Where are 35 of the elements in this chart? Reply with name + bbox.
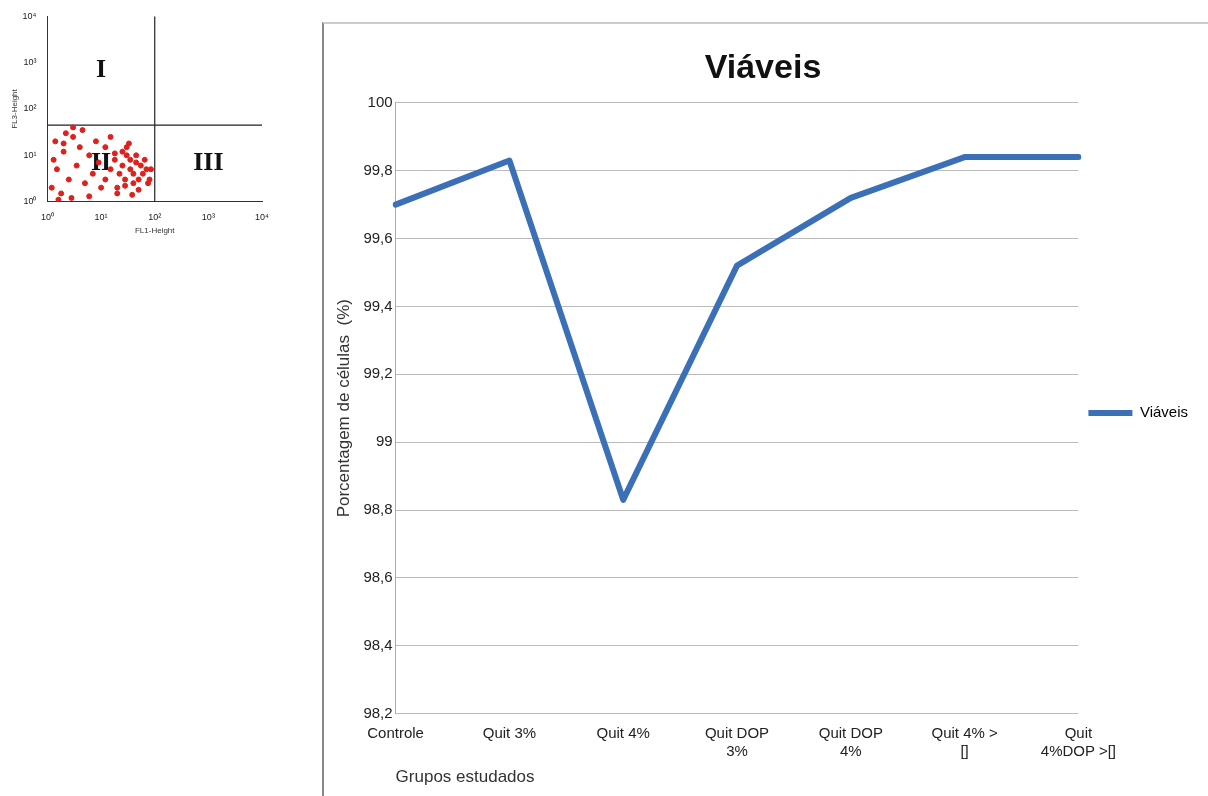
x-tick-label: Quit 4% [596, 723, 650, 741]
y-tick-label: 10³ [23, 57, 37, 68]
x-tick-label: Quit 4%DOP >[] [1040, 723, 1117, 759]
y-axis-title: Porcentagem de células (%) [333, 299, 353, 518]
x-tick-label: 10⁰ [40, 212, 54, 223]
y-tick-label: 98,8 [363, 500, 393, 518]
legend-label: Viáveis [1139, 403, 1189, 421]
y-tick-label: 98,4 [363, 635, 393, 653]
x-tick-label: Quit DOP 4% [818, 723, 883, 759]
y-tick-label: 98,6 [363, 568, 393, 586]
y-tick-label: 100 [367, 92, 393, 110]
x-tick-label: 10⁴ [255, 212, 270, 223]
x-tick-label: Quit 3% [482, 723, 537, 741]
y-tick-label: 99 [375, 432, 393, 450]
x-tick-label: 10² [148, 212, 162, 223]
annotation: III [193, 147, 224, 177]
y-tick-label: 99,8 [363, 160, 393, 178]
y-tick-label: 10⁰ [23, 196, 37, 207]
chart-title: Viáveis [704, 46, 822, 85]
x-tick-label: Quit DOP 3% [704, 723, 770, 759]
x-axis-title: FL1-Height [134, 226, 176, 236]
y-tick-label: 99,2 [363, 364, 393, 382]
y-tick-label: 99,4 [363, 296, 393, 314]
annotation: I [96, 54, 107, 84]
y-axis-title: FL3-Height [10, 88, 19, 129]
x-tick-label: 10¹ [94, 212, 108, 223]
x-tick-label: Quit 4% > [] [931, 723, 998, 759]
x-tick-label: Controle [367, 723, 424, 741]
y-tick-label: 99,6 [363, 228, 393, 246]
x-tick-label: 10³ [201, 212, 215, 223]
y-tick-label: 10² [23, 103, 37, 114]
y-tick-label: 10¹ [23, 149, 37, 160]
y-tick-label: 98,2 [363, 703, 393, 721]
y-tick-label: 10⁴ [22, 10, 37, 21]
x-axis-title: Grupos estudados [395, 767, 535, 787]
